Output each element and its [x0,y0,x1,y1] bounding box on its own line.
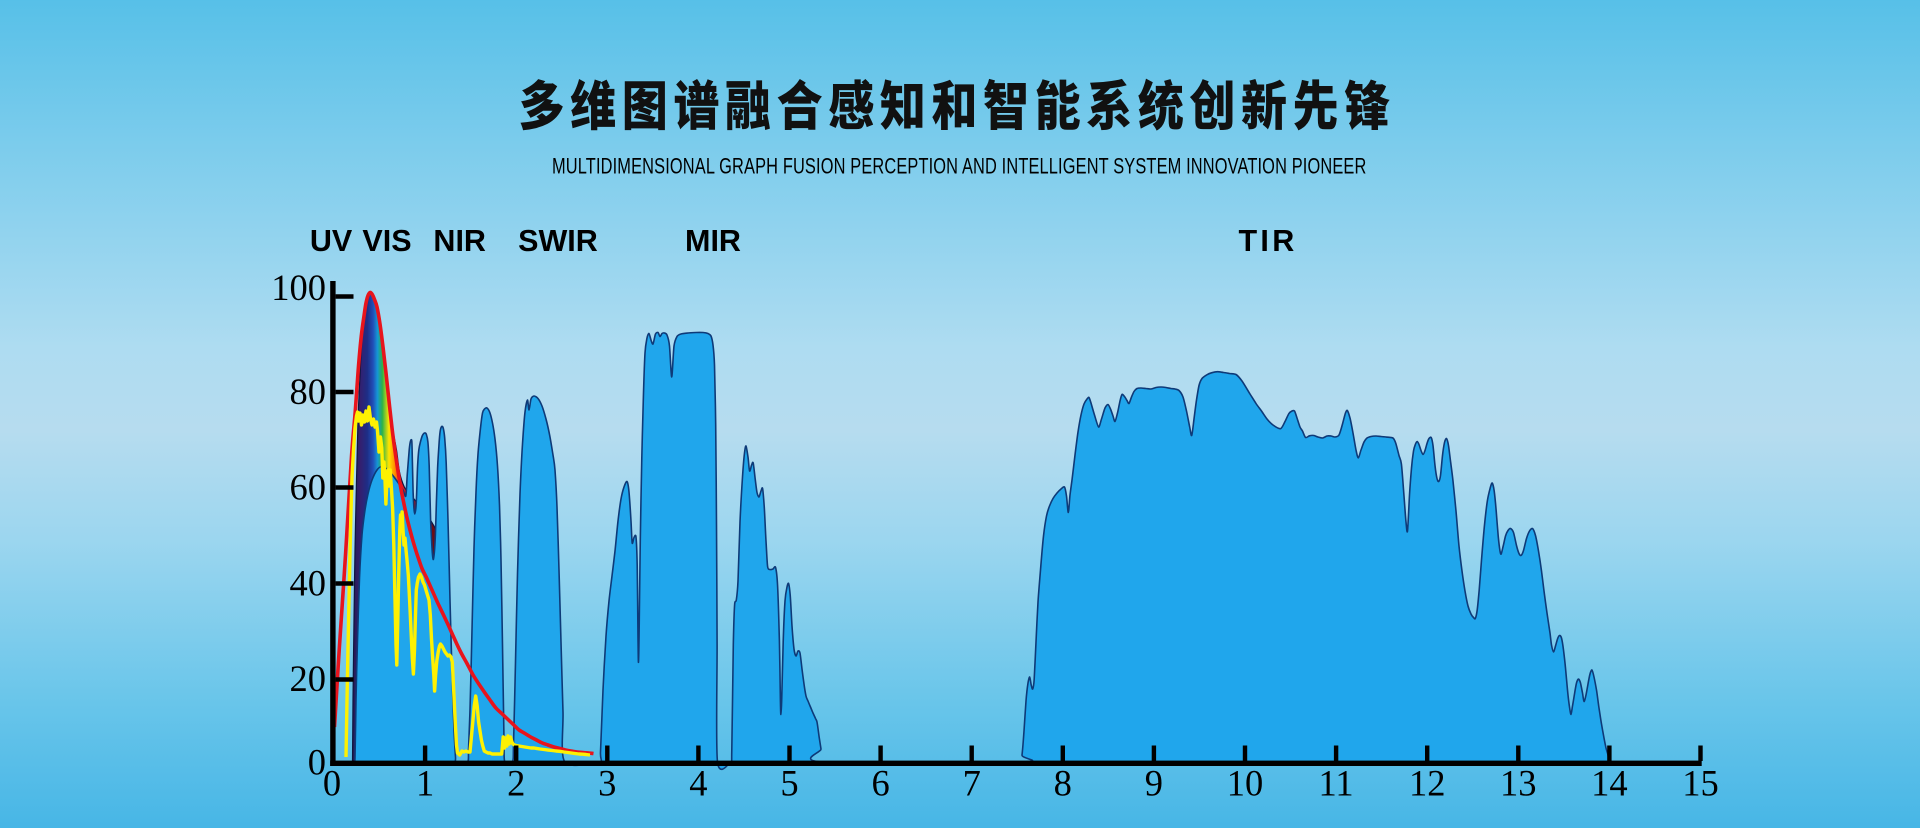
svg-text:7: 7 [963,763,981,804]
svg-text:MULTIDIMENSIONAL GRAPH FUSION: MULTIDIMENSIONAL GRAPH FUSION PERCEPTION… [552,154,1366,179]
svg-text:6: 6 [871,763,889,804]
svg-text:9: 9 [1145,763,1163,804]
svg-text:3: 3 [598,763,616,804]
svg-text:SWIR: SWIR [518,224,598,258]
svg-text:12: 12 [1409,763,1446,804]
svg-text:2: 2 [507,763,525,804]
svg-text:4: 4 [689,763,707,804]
svg-text:14: 14 [1591,763,1628,804]
svg-text:10: 10 [1227,763,1264,804]
svg-text:0: 0 [323,763,341,804]
svg-text:8: 8 [1054,763,1072,804]
svg-text:VIS: VIS [362,224,411,258]
svg-text:TIR: TIR [1238,224,1297,258]
svg-text:NIR: NIR [433,224,486,258]
svg-text:0: 0 [308,742,326,783]
svg-text:15: 15 [1682,763,1719,804]
svg-text:5: 5 [780,763,798,804]
svg-text:MIR: MIR [685,224,741,258]
svg-text:13: 13 [1500,763,1537,804]
svg-text:80: 80 [290,371,327,412]
svg-text:100: 100 [271,267,326,308]
svg-text:20: 20 [290,658,327,699]
svg-text:UV: UV [310,224,353,258]
svg-text:1: 1 [416,763,434,804]
svg-text:40: 40 [290,563,327,604]
svg-text:60: 60 [290,467,327,508]
svg-text:11: 11 [1319,763,1354,804]
